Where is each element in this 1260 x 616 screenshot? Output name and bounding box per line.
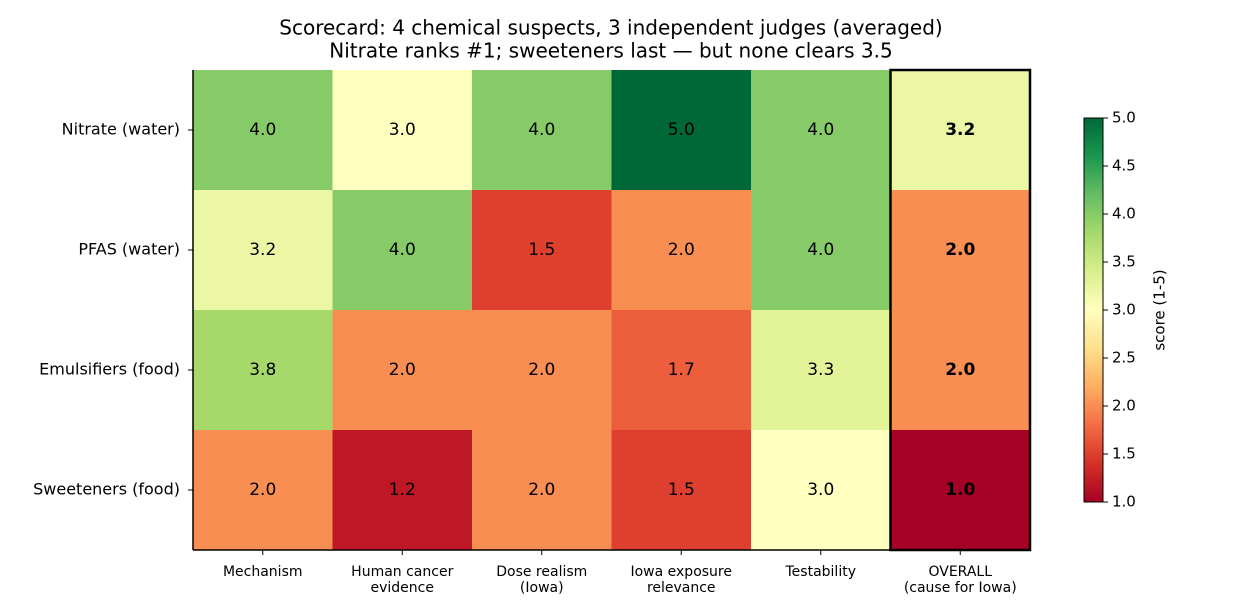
cell-label: 2.0	[528, 360, 555, 380]
heatmap-cell	[472, 310, 612, 431]
cell-label: 1.2	[389, 480, 416, 500]
heatmap-cell	[611, 430, 752, 551]
heatmap-cell	[751, 310, 891, 431]
heatmap-cell	[332, 310, 473, 431]
heatmap-cell	[890, 190, 1031, 311]
heatmap-cell	[472, 70, 612, 191]
y-tick-label: Nitrate (water)	[62, 120, 180, 139]
cell-label: 1.5	[668, 480, 695, 500]
cell-label: 2.0	[945, 240, 975, 260]
cell-label: 3.8	[249, 360, 276, 380]
heatmap-cell	[611, 70, 752, 191]
cell-label: 4.0	[249, 120, 276, 140]
cell-label: 3.0	[807, 480, 834, 500]
colorbar-tick-label: 1.5	[1112, 445, 1136, 463]
colorbar-label: score (1-5)	[1151, 269, 1169, 350]
cell-label: 3.2	[249, 240, 276, 260]
colorbar-tick-label: 2.5	[1112, 349, 1136, 367]
heatmap-cell	[193, 190, 333, 311]
heatmap-cell	[332, 70, 473, 191]
heatmap-cell	[193, 310, 333, 431]
colorbar-tick-label: 1.0	[1112, 493, 1136, 511]
cell-label: 4.0	[807, 240, 834, 260]
colorbar	[1083, 117, 1104, 503]
cell-label: 4.0	[807, 120, 834, 140]
cell-label: 2.0	[668, 240, 695, 260]
heatmap-cell	[890, 70, 1031, 191]
y-tick-label: Sweeteners (food)	[33, 480, 180, 499]
x-tick-label: Iowa exposure relevance	[630, 564, 732, 596]
heatmap-cell	[751, 190, 891, 311]
cell-label: 3.3	[807, 360, 834, 380]
x-tick-label: Dose realism (Iowa)	[496, 564, 588, 596]
cell-label: 4.0	[389, 240, 416, 260]
heatmap-cell	[751, 430, 891, 551]
x-tick-label: Testability	[785, 564, 856, 580]
x-tick-label: Human cancer evidence	[351, 564, 454, 596]
chart-subtitle: Nitrate ranks #1; sweeteners last — but …	[329, 39, 892, 63]
heatmap-cell	[193, 70, 333, 191]
colorbar-tick-label: 4.0	[1112, 205, 1136, 223]
heatmap-cell	[332, 430, 473, 551]
cell-label: 3.2	[945, 120, 975, 140]
cell-label: 2.0	[945, 360, 975, 380]
y-tick-label: PFAS (water)	[78, 240, 180, 259]
colorbar-tick-label: 5.0	[1112, 109, 1136, 127]
colorbar-tick-label: 2.0	[1112, 397, 1136, 415]
cell-label: 2.0	[528, 480, 555, 500]
x-tick-label: Mechanism	[222, 564, 303, 580]
y-tick-label: Emulsifiers (food)	[39, 360, 180, 379]
heatmap-cell	[332, 190, 473, 311]
colorbar-tick-label: 3.0	[1112, 301, 1136, 319]
heatmap-cell	[193, 430, 333, 551]
colorbar-tick-label: 4.5	[1112, 157, 1136, 175]
cell-label: 3.0	[389, 120, 416, 140]
cell-label: 4.0	[528, 120, 555, 140]
cell-label: 5.0	[668, 120, 695, 140]
heatmap-cell	[611, 310, 752, 431]
heatmap-cell	[890, 430, 1031, 551]
colorbar-tick-label: 3.5	[1112, 253, 1136, 271]
heatmap-cell	[472, 430, 612, 551]
cell-label: 1.0	[945, 480, 975, 500]
chart-title: Scorecard: 4 chemical suspects, 3 indepe…	[279, 16, 942, 40]
heatmap-cell	[472, 190, 612, 311]
x-tick-label: OVERALL (cause for Iowa)	[903, 564, 1017, 596]
heatmap-cell	[751, 70, 891, 191]
cell-label: 2.0	[389, 360, 416, 380]
cell-label: 1.7	[668, 360, 695, 380]
heatmap-cell	[890, 310, 1031, 431]
heatmap-cell	[611, 190, 752, 311]
cell-label: 2.0	[249, 480, 276, 500]
cell-label: 1.5	[528, 240, 555, 260]
